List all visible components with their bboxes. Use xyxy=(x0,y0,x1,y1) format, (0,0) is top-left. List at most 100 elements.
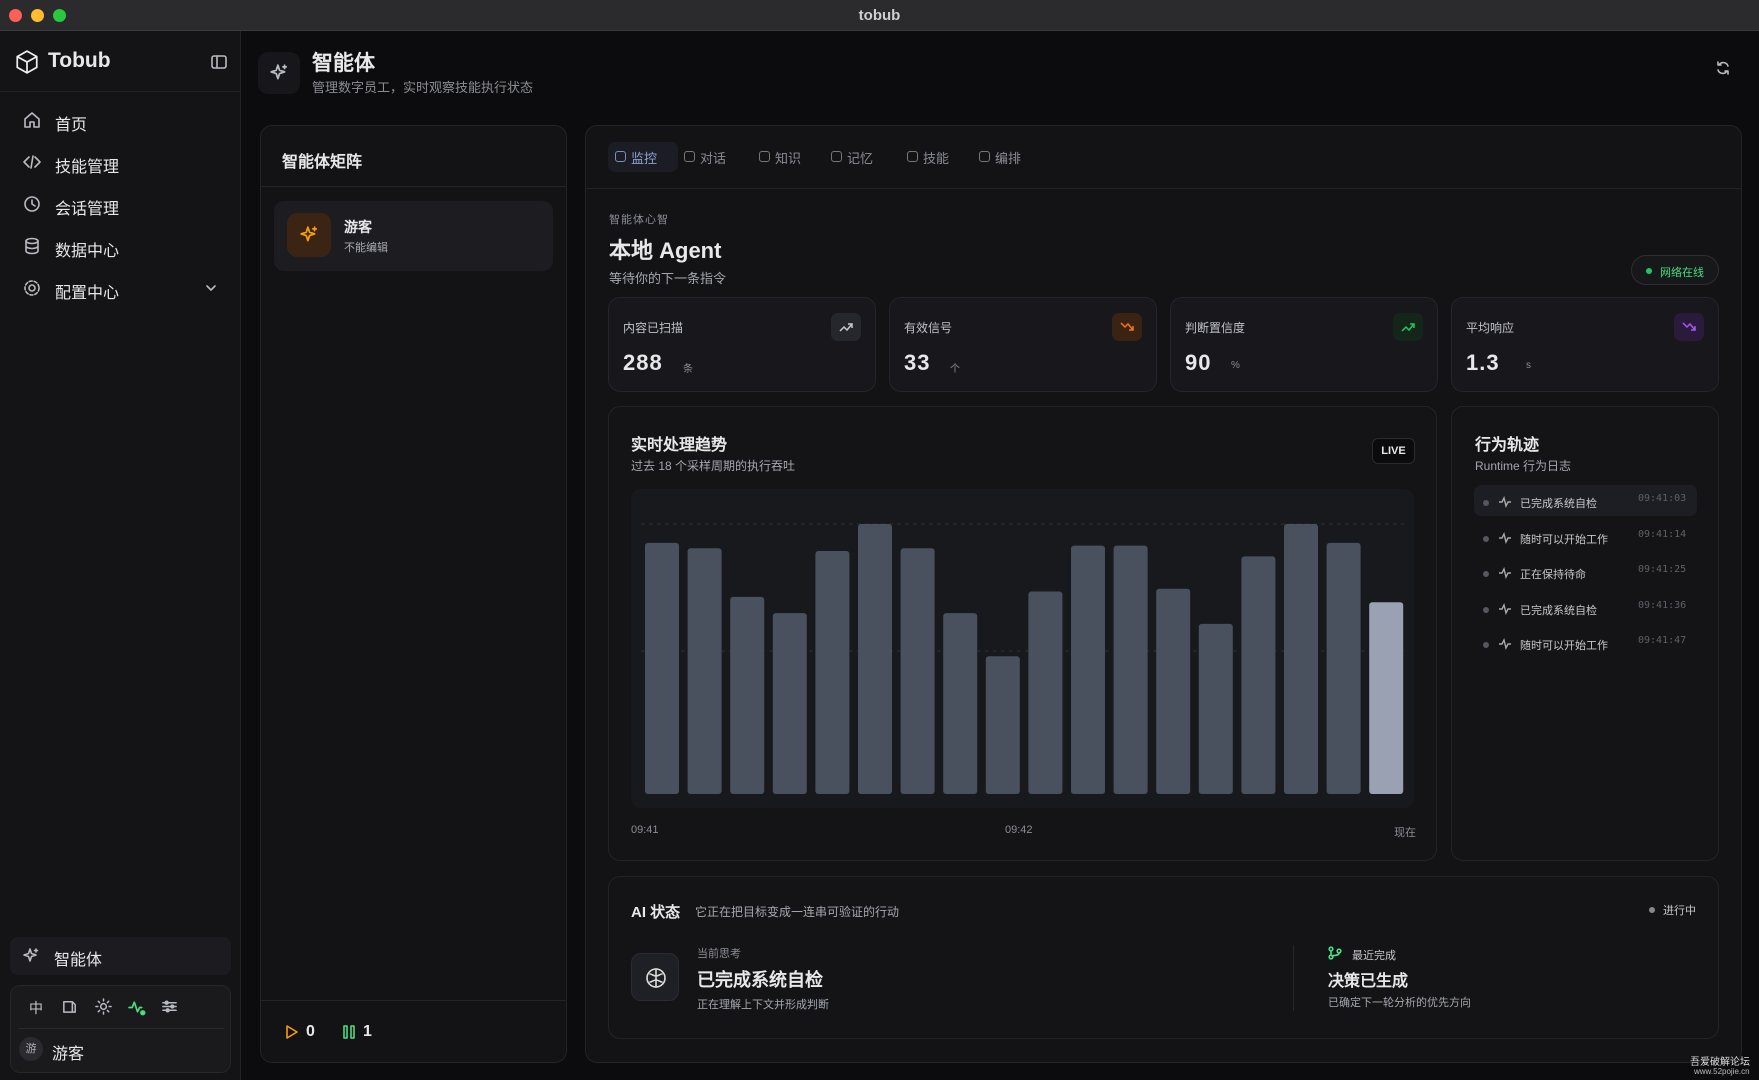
trend-title: 实时处理趋势 xyxy=(631,437,728,454)
divider xyxy=(0,91,240,92)
agent-note: 不能编辑 xyxy=(344,242,388,254)
bar xyxy=(1156,588,1191,794)
tab[interactable]: 技能 xyxy=(923,151,950,166)
network-badge: 网络在线 xyxy=(1631,255,1719,285)
latest-detail: 已确定下一轮分析的优先方向 xyxy=(1328,997,1471,1009)
brain-box xyxy=(631,953,679,1001)
activity-icon[interactable] xyxy=(128,998,147,1017)
ai-subtitle: 它正在把目标变成一连串可验证的行动 xyxy=(695,905,900,919)
stat-value: 33 xyxy=(904,350,931,375)
close-button[interactable] xyxy=(9,9,22,22)
nav-icon xyxy=(24,196,40,212)
live-badge: LIVE xyxy=(1372,438,1415,464)
tab-icon xyxy=(684,151,695,162)
log-icon xyxy=(1498,495,1512,514)
log-title: 行为轨迹 xyxy=(1475,437,1540,454)
agent-card[interactable]: 游客 不能编辑 xyxy=(274,201,553,271)
log-highlight xyxy=(1474,485,1697,516)
log-text: 随时可以开始工作 xyxy=(1520,640,1608,652)
stat-label: 判断置信度 xyxy=(1185,321,1246,335)
page-title: 智能体 xyxy=(312,52,375,75)
stat-unit: % xyxy=(1231,360,1240,371)
brand-name: Tobub xyxy=(48,49,111,72)
collapse-button[interactable] xyxy=(210,53,228,71)
tab[interactable]: 知识 xyxy=(775,151,802,166)
log-dot xyxy=(1483,500,1489,506)
nav-item[interactable]: 配置中心 xyxy=(55,285,120,302)
tab-icon xyxy=(907,151,918,162)
stat-icon xyxy=(1393,313,1423,341)
log-dot xyxy=(1483,642,1489,648)
nav-item[interactable]: 数据中心 xyxy=(55,243,120,260)
stat-icon xyxy=(1112,313,1142,341)
nav-item[interactable]: 会话管理 xyxy=(55,201,120,218)
tab-icon xyxy=(615,151,626,162)
nav-icon xyxy=(24,112,40,128)
nav-item[interactable]: 首页 xyxy=(55,117,88,134)
tab-icon xyxy=(759,151,770,162)
sidebar: Tobub 首页 技能管理 会话管理 数据中心 配置中心 智能体 中 游 游客 xyxy=(0,31,241,1080)
latest-text: 决策已生成 xyxy=(1328,973,1409,990)
eyebrow: 智能体心智 xyxy=(609,214,669,226)
stat-card: 平均响应 1.3 s xyxy=(1451,297,1719,392)
log-time: 09:41:47 xyxy=(1638,635,1687,646)
paused-icon xyxy=(343,1025,355,1039)
tab[interactable]: 对话 xyxy=(700,151,727,166)
stat-label: 内容已扫描 xyxy=(623,321,684,335)
nav-item[interactable]: 技能管理 xyxy=(55,159,120,176)
trend-chart xyxy=(631,489,1414,808)
nav-icon xyxy=(23,155,41,169)
agent-matrix-panel: 智能体矩阵 游客 不能编辑 0 1 xyxy=(260,125,567,1063)
log-dot xyxy=(1483,606,1489,613)
latest-label: 最近完成 xyxy=(1352,950,1396,962)
trend-arrow xyxy=(839,323,853,332)
agent-status: 等待你的下一条指令 xyxy=(609,271,727,286)
trend-subtitle: 过去 18 个采样周期的执行吞吐 xyxy=(631,459,796,473)
user-name[interactable]: 游客 xyxy=(52,1046,85,1063)
bar xyxy=(772,613,807,794)
tab[interactable]: 编排 xyxy=(995,151,1022,166)
bar xyxy=(1113,545,1148,794)
theme-icon[interactable] xyxy=(61,998,78,1015)
x-label: 09:42 xyxy=(1005,824,1033,836)
ai-status-card: AI 状态 它正在把目标变成一连串可验证的行动 进行中 当前思考 已完成系统自检… xyxy=(608,876,1719,1039)
bar xyxy=(858,524,892,794)
zoom-button[interactable] xyxy=(53,9,66,22)
bar xyxy=(943,613,978,794)
nav-icon xyxy=(24,280,40,296)
light-icon[interactable] xyxy=(95,998,112,1015)
header-icon-box xyxy=(258,52,300,94)
pulse-icon xyxy=(1499,602,1511,615)
bar xyxy=(730,596,765,794)
brand-logo xyxy=(16,50,38,74)
log-time: 09:41:14 xyxy=(1638,528,1687,540)
active-item[interactable]: 智能体 xyxy=(10,937,231,975)
tab[interactable]: 监控 xyxy=(631,151,658,166)
settings-icon[interactable] xyxy=(161,998,178,1015)
current-label: 当前思考 xyxy=(697,948,741,960)
bar xyxy=(645,542,679,794)
current-detail: 正在理解上下文并形成判断 xyxy=(697,999,829,1011)
divider xyxy=(261,1000,566,1001)
expand-icon[interactable] xyxy=(204,281,218,295)
tab[interactable]: 记忆 xyxy=(847,151,874,166)
minimize-button[interactable] xyxy=(31,9,44,22)
refresh-button[interactable] xyxy=(1715,60,1731,76)
agent-name: 游客 xyxy=(344,219,372,235)
bar xyxy=(1326,542,1361,794)
stat-unit: 个 xyxy=(950,364,960,375)
bar xyxy=(1198,623,1233,794)
ai-state: 进行中 xyxy=(1663,905,1696,917)
log-dot xyxy=(1483,571,1489,577)
bar xyxy=(1071,545,1105,794)
lang-toggle[interactable]: 中 xyxy=(29,1000,43,1016)
watermark: 吾爱破解论坛 xyxy=(1690,1057,1750,1068)
window-title: tobub xyxy=(858,7,901,24)
pulse-icon xyxy=(1499,495,1511,509)
bar xyxy=(687,548,722,794)
divider xyxy=(1293,945,1294,1011)
merge-icon xyxy=(1328,946,1342,960)
current-text: 已完成系统自检 xyxy=(697,970,823,990)
user-avatar: 游 xyxy=(19,1037,43,1061)
